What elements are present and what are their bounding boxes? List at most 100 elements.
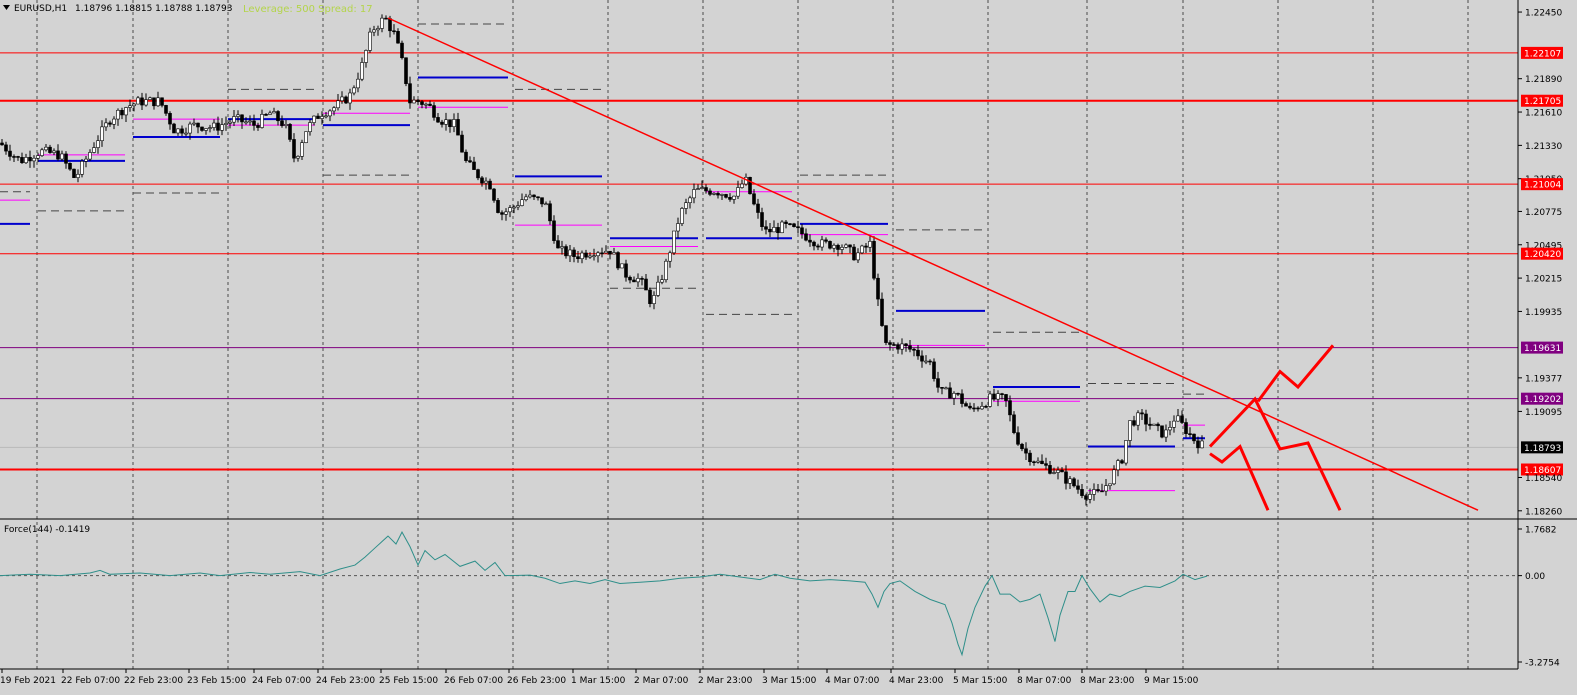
candle-bear xyxy=(1028,452,1032,463)
price-tick-label: 1.19095 xyxy=(1525,408,1562,418)
session-range-levels xyxy=(0,23,1205,492)
candle-bull xyxy=(320,116,324,119)
time-tick-label: 9 Mar 15:00 xyxy=(1144,676,1199,686)
candle-bear xyxy=(608,250,612,255)
price-tick-label: 1.20775 xyxy=(1525,208,1562,218)
time-tick-label: 19 Feb 2021 xyxy=(0,676,56,686)
horizontal-levels xyxy=(0,52,1518,471)
price-tick-label: 1.22450 xyxy=(1525,9,1562,19)
candle-bear xyxy=(896,344,900,350)
candle-bull xyxy=(520,199,524,206)
scenario-line-2 xyxy=(1256,344,1335,403)
candle-bull xyxy=(208,127,212,129)
candle-bear xyxy=(948,387,952,399)
candle-bear xyxy=(892,344,896,346)
trend-line[interactable] xyxy=(387,17,1479,511)
candle-bull xyxy=(596,252,600,257)
candle-bear xyxy=(540,197,544,205)
candle-bear xyxy=(728,197,732,200)
candle-bear xyxy=(764,226,768,230)
candle-bull xyxy=(204,128,208,131)
price-level-badge-text: 1.21004 xyxy=(1524,181,1561,191)
price-tick-label: 1.18540 xyxy=(1525,474,1562,484)
candle-bull xyxy=(304,131,308,143)
candle-bear xyxy=(72,168,76,178)
candle-bear xyxy=(480,177,484,184)
time-tick-label: 2 Mar 23:00 xyxy=(698,676,753,686)
candle-bull xyxy=(544,203,548,206)
candle-bull xyxy=(324,115,328,118)
candle-bull xyxy=(1200,440,1204,449)
candle-bull xyxy=(244,121,248,124)
candle-bull xyxy=(220,124,224,131)
candle-bear xyxy=(908,345,912,350)
time-tick-label: 24 Feb 07:00 xyxy=(252,676,311,686)
candle-bear xyxy=(928,360,932,363)
candle-bull xyxy=(700,187,704,189)
price-level-badge-text: 1.18793 xyxy=(1524,444,1561,454)
candle-bear xyxy=(1076,485,1080,490)
candle-bear xyxy=(576,256,580,260)
candle-bear xyxy=(624,263,628,278)
candle-bear xyxy=(396,31,400,44)
candle-bear xyxy=(1132,420,1136,426)
candle-bull xyxy=(1088,494,1092,500)
candle-bull xyxy=(664,260,668,280)
candle-bull xyxy=(312,115,316,123)
candle-bull xyxy=(328,110,332,117)
candle-bear xyxy=(404,57,408,84)
candle-bear xyxy=(496,200,500,213)
candle-bull xyxy=(568,249,572,257)
candle-bear xyxy=(1196,440,1200,449)
candle-bull xyxy=(504,211,508,215)
candle-bear xyxy=(240,114,244,123)
candle-bear xyxy=(280,120,284,126)
time-tick-label: 22 Feb 23:00 xyxy=(124,676,183,686)
price-tick-label: 1.21610 xyxy=(1525,109,1562,119)
force-tick-label: 0.00 xyxy=(1525,572,1545,582)
candle-bull xyxy=(560,246,564,249)
candle-bear xyxy=(756,203,760,213)
candle-bear xyxy=(20,157,24,164)
candle-bear xyxy=(1184,422,1188,434)
candle-bull xyxy=(296,156,300,159)
price-tick-label: 1.19377 xyxy=(1525,374,1562,384)
candle-bull xyxy=(1036,460,1040,463)
candle-bull xyxy=(652,295,656,304)
candle-bull xyxy=(380,17,384,29)
candle-bear xyxy=(848,244,852,248)
candle-bull xyxy=(224,123,228,125)
candle-bear xyxy=(784,221,788,224)
candle-bear xyxy=(196,122,200,128)
candle-bear xyxy=(884,325,888,343)
force-tick-label: -3.2754 xyxy=(1525,659,1560,669)
candle-bull xyxy=(980,405,984,410)
candle-bull xyxy=(308,122,312,133)
candle-bull xyxy=(36,155,40,159)
candle-bear xyxy=(628,276,632,281)
candle-bull xyxy=(1136,412,1140,426)
candle-bear xyxy=(916,349,920,357)
symbol-menu-icon[interactable] xyxy=(3,5,10,10)
candle-bear xyxy=(48,146,52,153)
candle-bull xyxy=(52,150,56,153)
price-level-badge xyxy=(1521,341,1563,354)
candle-bear xyxy=(1180,415,1184,423)
candle-bull xyxy=(952,392,956,399)
candle-bear xyxy=(1040,460,1044,464)
candle-bear xyxy=(888,342,892,345)
scenario-lines[interactable] xyxy=(1208,344,1342,511)
candle-bull xyxy=(368,31,372,51)
candle-bull xyxy=(1052,472,1056,474)
candle-bear xyxy=(1100,490,1104,493)
candle-bear xyxy=(1160,425,1164,438)
price-axis-ticks: 1.22450 1.22107 1.21890 1.21705 1.21610 1.213… xyxy=(1518,9,1563,517)
candle-bear xyxy=(812,241,816,247)
candle-bear xyxy=(552,220,556,241)
candle-bull xyxy=(772,227,776,233)
time-tick-label: 8 Mar 23:00 xyxy=(1080,676,1135,686)
price-level-badge-text: 1.19631 xyxy=(1524,344,1561,354)
candles[interactable] xyxy=(0,14,1204,506)
candle-bull xyxy=(656,281,660,296)
